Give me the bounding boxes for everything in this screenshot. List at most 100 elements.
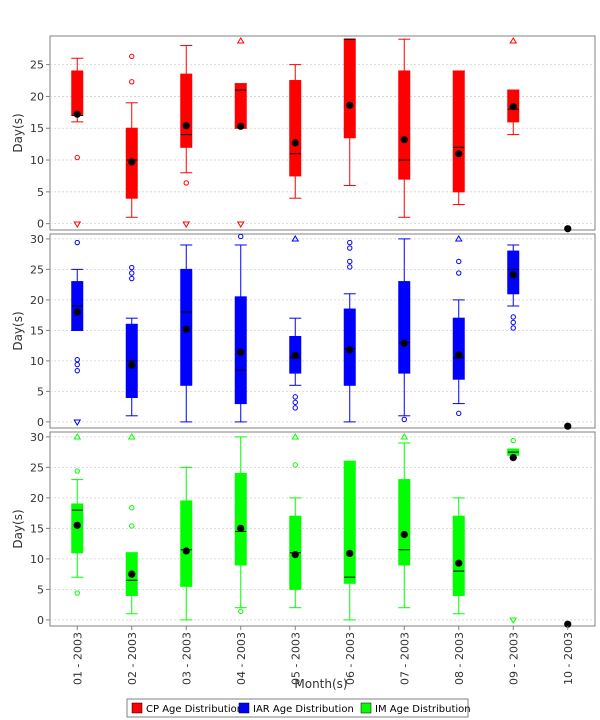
box-5 [289,64,302,199]
mean-point [73,308,81,316]
outlier-point [347,239,353,246]
mean-point [509,454,517,462]
mean-point [400,339,408,347]
legend-label: IAR Age Distribution [253,704,354,715]
y-tick-label: 20 [30,90,44,103]
box-6 [343,239,356,423]
mean-point [346,101,354,109]
extreme-high-marker [509,37,518,44]
mean-point [237,122,245,130]
y-tick-label: 15 [30,324,44,337]
outlier-point [347,245,353,251]
mean-point [564,225,572,233]
box-8 [452,497,465,615]
box-4 [234,233,247,423]
extreme-high-marker [236,37,245,44]
y-tick-label: 15 [30,122,44,135]
box-1 [71,57,84,228]
outlier-point [510,437,516,444]
box-10 [564,422,572,430]
x-axis-title: Month(s) [294,677,347,691]
mean-point [400,136,408,144]
outlier-point [347,258,353,265]
y-tick-label: 15 [30,522,44,535]
x-tick-label: 02 - 2003 [126,632,139,685]
box-2 [125,433,138,615]
outlier-point [74,356,80,363]
box-6 [343,38,356,186]
y-axis-title: Day(s) [11,311,25,350]
outlier-point [292,462,298,468]
y-tick-label: 0 [37,218,44,231]
box-iqr [180,500,193,587]
outlier-point [129,79,135,85]
outlier-point [74,590,80,596]
box-9 [507,437,520,624]
box-iqr [452,70,465,193]
mean-point [509,103,517,111]
x-tick-label: 05 - 2003 [289,632,302,685]
box-5 [289,235,302,411]
extreme-high-marker [291,433,300,440]
box-iqr [398,281,411,374]
y-tick-label: 0 [37,614,44,627]
mean-point [346,346,354,354]
outlier-point [183,180,189,186]
mean-point [237,348,245,356]
box-10 [564,620,572,628]
box-4 [234,436,247,615]
box-iqr [398,70,411,180]
box-iqr [289,80,302,177]
box-iqr [234,472,247,566]
outlier-point [510,314,516,320]
legend: CP Age Distribution IAR Age Distribution I… [126,698,471,718]
plot-area [49,431,596,627]
y-tick-label: 5 [37,186,44,199]
y-tick-label: 10 [30,553,44,566]
box-7 [398,38,411,218]
outlier-point [129,264,135,271]
y-tick-label: 10 [30,355,44,368]
mean-point [237,524,245,532]
outlier-point [347,264,353,270]
outlier-point [510,319,516,326]
y-axis-title: Day(s) [11,113,25,152]
box-9 [507,37,520,136]
box-9 [507,244,520,331]
y-tick-label: 0 [37,416,44,429]
extreme-low-marker [182,221,191,228]
panel-1: 0 5 10 15 20 25 Day(s) [11,35,596,233]
box-6 [343,460,356,621]
box-2 [125,53,138,218]
box-iqr [398,479,411,566]
outlier-point [292,405,298,411]
outlier-point [129,53,135,60]
outlier-point [129,270,135,276]
box-4 [234,37,247,228]
box-iqr [343,460,356,584]
mean-point [291,551,299,559]
mean-point [73,110,81,118]
box-iqr [180,73,193,148]
x-axis: 01 - 2003 02 - 2003 03 - 2003 04 - 2003 05 -… [71,626,575,685]
x-tick-label: 07 - 2003 [398,632,411,685]
box-2 [125,264,138,417]
extreme-low-marker [509,617,518,624]
legend-frame [126,698,469,718]
mean-point [73,521,81,529]
x-tick-label: 06 - 2003 [344,632,357,685]
mean-point [128,361,136,369]
mean-point [455,559,463,567]
outlier-point [129,275,135,282]
plot-area [49,35,596,231]
x-tick-label: 10 - 2003 [562,632,575,685]
legend-label: CP Age Distribution [146,704,243,715]
plot-area [49,233,596,429]
mean-point [128,158,136,166]
outlier-point [510,325,516,331]
y-tick-label: 10 [30,154,44,167]
outlier-point [238,608,244,615]
y-tick-label: 5 [37,583,44,596]
x-tick-label: 04 - 2003 [235,632,248,685]
outlier-point [456,270,462,276]
